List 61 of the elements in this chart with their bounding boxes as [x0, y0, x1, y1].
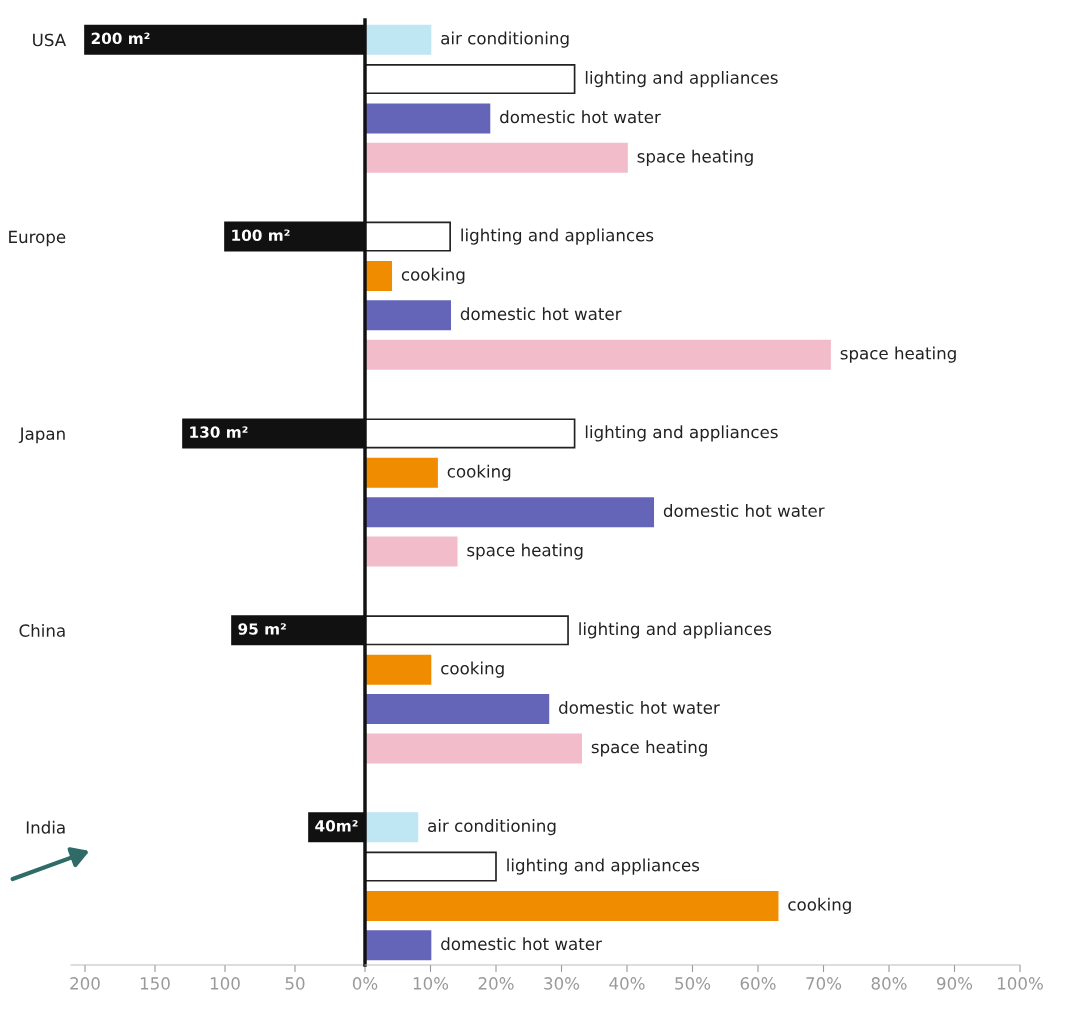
- text: air conditioning: [428, 819, 556, 836]
- data-label: 95 m²: [238, 623, 286, 635]
- text: domestic hot water: [441, 937, 602, 951]
- bar: [365, 733, 582, 764]
- data-label: 100 m²: [232, 229, 290, 241]
- x-tick-label: 0%: [352, 977, 378, 990]
- y-tick-label: Europe: [9, 230, 66, 247]
- data-label: 130 m²: [190, 426, 248, 438]
- x-tick-label: 100: [210, 977, 240, 990]
- text: domestic hot water: [460, 307, 622, 321]
- text: lighting and appliances: [579, 622, 772, 639]
- text: cooking: [441, 661, 504, 678]
- data-label: 40m²: [315, 820, 358, 832]
- y-tick-label: China: [19, 623, 65, 637]
- text: domestic hot water: [559, 701, 720, 714]
- x-tick-label: 30%: [544, 977, 580, 990]
- bar: [365, 654, 432, 685]
- bar: [365, 142, 628, 173]
- x-tick-label: 100%: [998, 977, 1043, 990]
- bar: [365, 457, 438, 488]
- text: space heating: [467, 543, 583, 560]
- text: lighting and appliances: [461, 228, 654, 245]
- bar: [365, 300, 451, 331]
- x-tick-label: 60%: [740, 977, 776, 990]
- y-tick-label: India: [26, 820, 65, 834]
- bar: [365, 339, 831, 370]
- bar: [365, 64, 576, 95]
- bar: [365, 260, 393, 291]
- series-label: lighting and appliances: [585, 71, 778, 88]
- text: cooking: [447, 464, 511, 481]
- text: cooking: [788, 897, 851, 914]
- x-tick-label: 70%: [806, 977, 842, 990]
- series-label: domestic hot water: [500, 110, 661, 124]
- x-tick-label: 90%: [937, 977, 973, 990]
- text: space heating: [591, 740, 707, 757]
- bar: [365, 103, 491, 134]
- x-tick-label: 10%: [413, 977, 449, 990]
- text: space heating: [840, 346, 956, 363]
- series-label: space heating: [637, 149, 753, 166]
- series-label: cooking: [401, 267, 465, 284]
- text: lighting and appliances: [585, 425, 778, 442]
- bar: [365, 24, 432, 55]
- series-label: air conditioning: [441, 31, 569, 48]
- text: lighting and appliances: [507, 858, 700, 875]
- bar: [365, 930, 432, 961]
- bar: [365, 694, 550, 725]
- x-tick-label: 200: [70, 977, 100, 990]
- x-tick-label: 50%: [675, 977, 711, 990]
- bar: [365, 890, 779, 921]
- bar: [365, 851, 497, 882]
- y-tick-label: Japan: [18, 427, 65, 444]
- x-tick-label: 150: [140, 977, 170, 990]
- text: domestic hot water: [663, 504, 825, 518]
- x-tick-label: 20%: [478, 977, 514, 990]
- bar: [365, 497, 655, 528]
- data-label: 200 m²: [91, 32, 150, 45]
- bar: [365, 536, 458, 567]
- x-tick-label: 40%: [609, 977, 645, 990]
- x-tick-label: 50: [285, 977, 305, 990]
- y-tick-label: USA: [33, 33, 66, 47]
- x-tick-label: 80%: [871, 977, 907, 990]
